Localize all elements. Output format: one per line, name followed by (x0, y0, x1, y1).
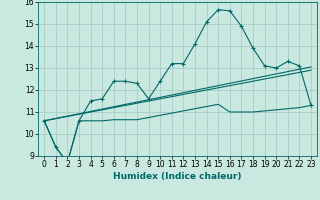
X-axis label: Humidex (Indice chaleur): Humidex (Indice chaleur) (113, 172, 242, 181)
